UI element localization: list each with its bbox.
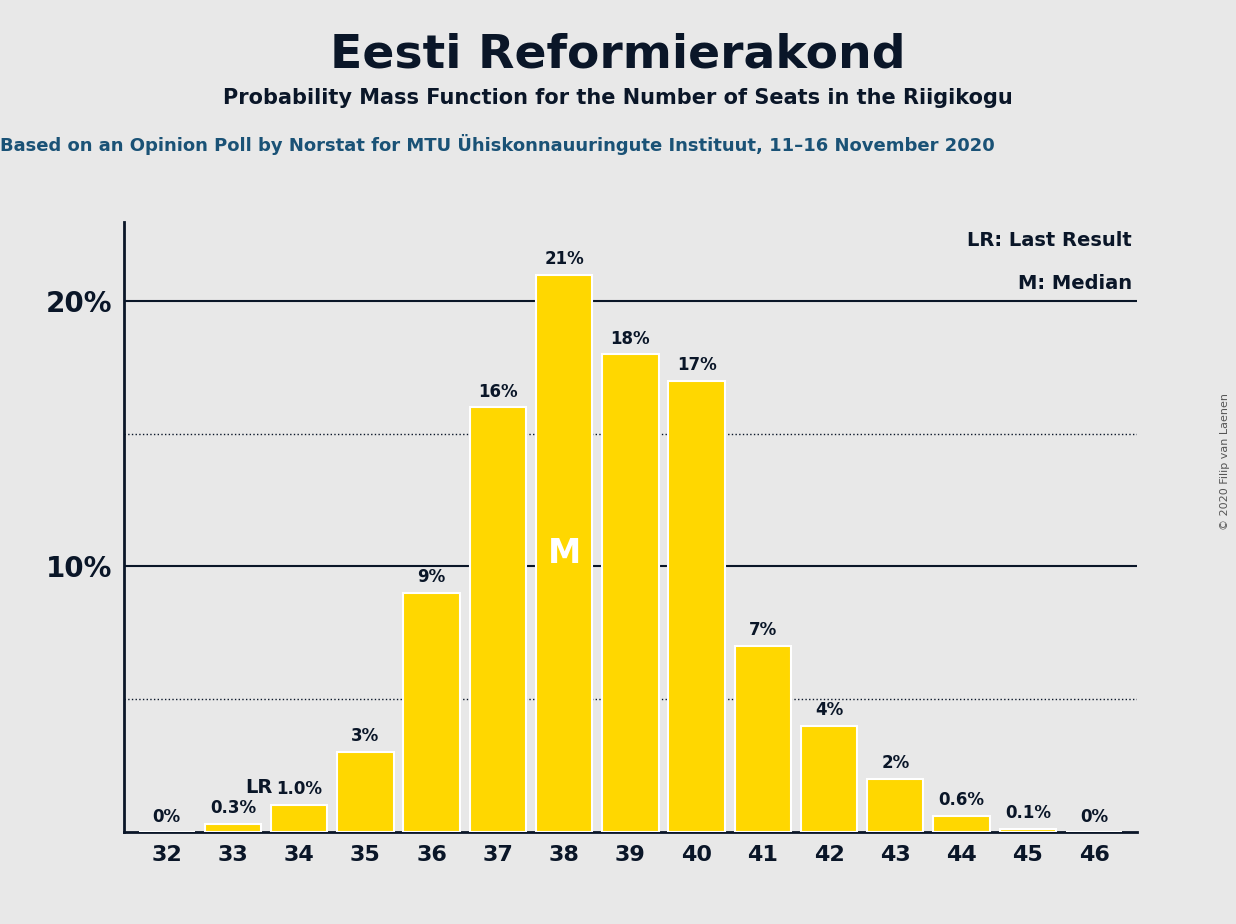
Bar xyxy=(602,354,659,832)
Text: 16%: 16% xyxy=(478,383,518,401)
Text: LR: Last Result: LR: Last Result xyxy=(968,231,1132,249)
Text: 4%: 4% xyxy=(815,701,843,719)
Bar xyxy=(933,816,990,832)
Text: 0.1%: 0.1% xyxy=(1005,804,1051,822)
Text: M: M xyxy=(548,537,581,570)
Bar xyxy=(801,725,858,832)
Text: 17%: 17% xyxy=(677,357,717,374)
Bar xyxy=(669,381,724,832)
Text: Eesti Reformierakond: Eesti Reformierakond xyxy=(330,32,906,78)
Text: 18%: 18% xyxy=(611,330,650,347)
Bar xyxy=(536,274,592,832)
Text: 9%: 9% xyxy=(418,568,446,587)
Text: 0%: 0% xyxy=(1080,808,1109,826)
Bar xyxy=(868,779,923,832)
Text: 2%: 2% xyxy=(881,754,910,772)
Text: © 2020 Filip van Laenen: © 2020 Filip van Laenen xyxy=(1220,394,1230,530)
Text: LR: LR xyxy=(246,778,273,797)
Text: 3%: 3% xyxy=(351,727,379,746)
Text: Based on an Opinion Poll by Norstat for MTU Ühiskonnauuringute Instituut, 11–16 : Based on an Opinion Poll by Norstat for … xyxy=(0,134,995,155)
Text: 7%: 7% xyxy=(749,621,777,639)
Bar xyxy=(470,407,527,832)
Text: Probability Mass Function for the Number of Seats in the Riigikogu: Probability Mass Function for the Number… xyxy=(224,88,1012,108)
Bar xyxy=(271,805,328,832)
Bar xyxy=(205,823,261,832)
Text: 1.0%: 1.0% xyxy=(276,781,323,798)
Bar xyxy=(337,752,393,832)
Text: 0.6%: 0.6% xyxy=(938,791,985,809)
Text: 0%: 0% xyxy=(152,808,180,826)
Text: 21%: 21% xyxy=(544,250,583,268)
Bar xyxy=(734,646,791,832)
Bar xyxy=(403,593,460,832)
Text: M: Median: M: Median xyxy=(1018,274,1132,293)
Text: 0.3%: 0.3% xyxy=(210,799,256,817)
Bar xyxy=(1000,829,1056,832)
